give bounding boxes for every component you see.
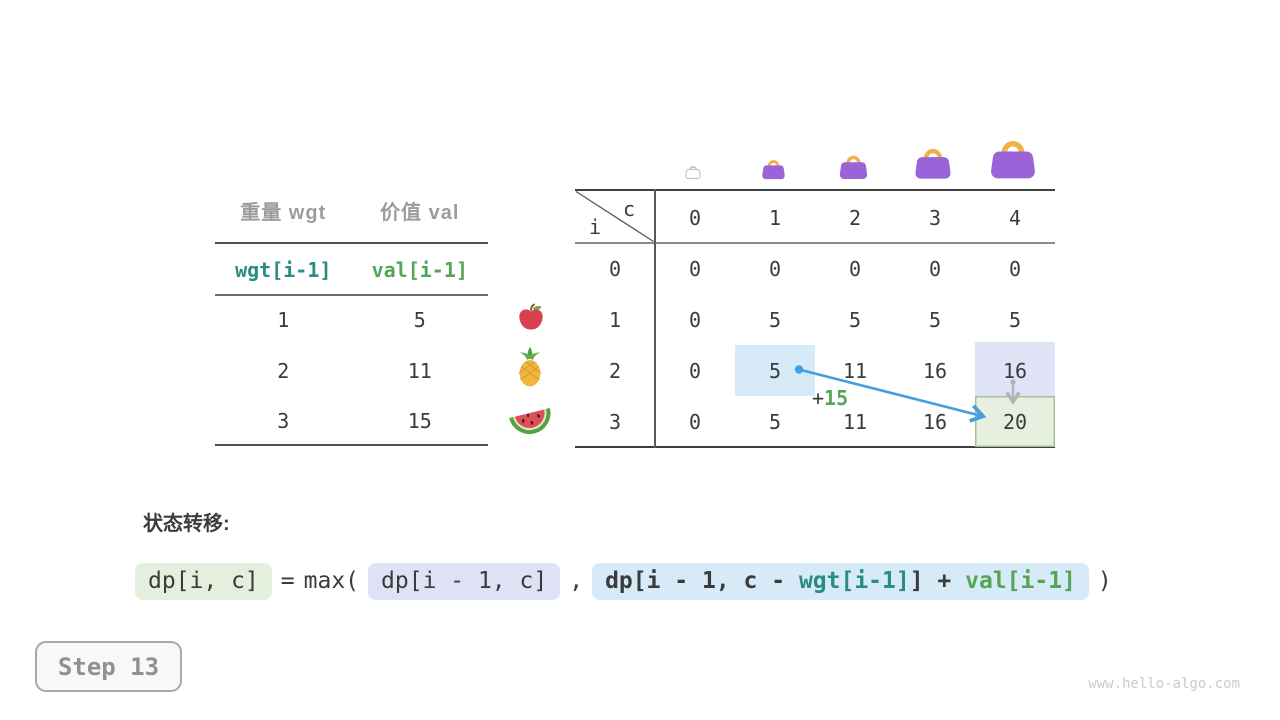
step-badge: Step 13 [35,641,182,692]
watermark: www.hello-algo.com [1088,676,1240,692]
dp-cell: 0 [688,256,702,281]
dp-cell: 0 [928,256,942,281]
dp-col-header: 3 [928,206,942,230]
comma: , [569,568,584,594]
items-table-rule-bottom [215,444,488,446]
dp-cell-source-highlight: 5 [735,345,815,396]
dp-cell: 5 [928,307,942,332]
items-table-header-row: 重量 wgt 价值 val [215,195,488,231]
take-wgt-term: wgt[i-1] [798,567,910,594]
formula-lhs-box: dp[i, c] [135,562,272,600]
dp-cell: 16 [922,358,948,383]
formula-keep-box: dp[i - 1, c] [368,562,561,600]
dp-cell: 0 [848,256,862,281]
formula-take-box: dp[i - 1, c - wgt[i-1]] + val[i-1] [592,562,1089,600]
dp-row-header: 3 [608,409,622,434]
items-table-rule-top [215,242,488,244]
item-weight: 3 [277,409,290,433]
items-table-index-row: wgt[i-1] val[i-1] [215,252,488,288]
dp-cell-compare-highlight: 16 [975,342,1055,396]
corner-row-var: i [589,215,602,239]
items-table: 重量 wgt 价值 val wgt[i-1] val[i-1] 1 5 2 11… [215,195,488,450]
item-value: 15 [407,409,432,433]
dp-cell: 5 [768,409,782,434]
item-value: 11 [407,359,432,383]
items-table-rule-mid [215,294,488,296]
weight-column-header: 重量 wgt [240,202,327,224]
transition-title: 状态转移: [143,513,230,535]
corner-col-var: c [623,197,636,221]
item-weight: 1 [277,308,290,332]
take-prefix: dp[i - 1, c - [605,567,799,594]
dp-row-header: 1 [608,307,622,332]
dp-col-header: 4 [1008,206,1022,230]
dp-cell: 0 [688,409,702,434]
dp-cell: 5 [768,307,782,332]
dp-row-headers: 0 1 2 3 [575,243,655,447]
dp-col-header: 1 [768,206,782,230]
take-plus: + [923,567,966,594]
dp-table: c i 0 1 2 3 4 0 1 2 3 0 0 0 0 0 0 5 5 5 … [575,189,1055,451]
val-index-label: val[i-1] [371,258,468,282]
dp-cell: 5 [848,307,862,332]
dp-table-rule-bottom [575,446,1055,448]
dp-table-rule-vertical [654,189,656,448]
added-value: 15 [824,386,849,410]
step-badge-label: Step 13 [57,652,160,681]
dp-row-header: 0 [608,256,622,281]
bag-medium-icon [839,155,868,179]
bag-xlarge-icon [991,141,1035,179]
dp-table-rule-top [575,189,1055,191]
dp-cell: 5 [1008,307,1022,332]
dp-cell: 0 [688,358,702,383]
value-column-header: 价值 val [380,202,460,224]
dp-cells: 0 0 0 0 0 0 5 5 5 5 0 5 11 16 16 0 5 11 … [655,243,1055,447]
item-row-1: 1 5 [215,302,488,338]
dp-cell: 0 [1008,256,1022,281]
take-bracket: ] [909,567,924,594]
item-weight: 2 [277,359,290,383]
bag-small-icon [762,160,785,180]
equals-sign: = [280,568,295,594]
take-val-term: val[i-1] [965,567,1076,594]
apple-icon [519,303,543,330]
wgt-index-label: wgt[i-1] [235,258,332,282]
dp-cell: 16 [922,409,948,434]
item-row-2: 2 11 [215,353,488,389]
close-paren: ) [1097,568,1112,594]
dp-col-headers: 0 1 2 3 4 [655,203,1055,233]
dp-col-header: 0 [688,206,702,230]
transition-formula: dp[i, c] = max( dp[i - 1, c] , dp[i - 1,… [135,562,1112,600]
watermelon-icon [509,407,551,435]
dp-row-header: 2 [608,358,622,383]
item-value: 5 [413,308,426,332]
pineapple-icon [518,346,542,387]
bag-large-icon [915,148,951,179]
plus-sign: + [812,386,825,410]
dp-table-rule-header [575,242,1055,244]
dp-cell: 0 [688,307,702,332]
dp-col-header: 2 [848,206,862,230]
empty-bag-icon [685,166,701,179]
add-value-annotation: +15 [812,386,848,410]
max-open: max( [303,568,360,594]
dp-cell-result-highlight: 20 [975,396,1055,447]
item-row-3: 3 15 [215,403,488,439]
dp-cell: 0 [768,256,782,281]
